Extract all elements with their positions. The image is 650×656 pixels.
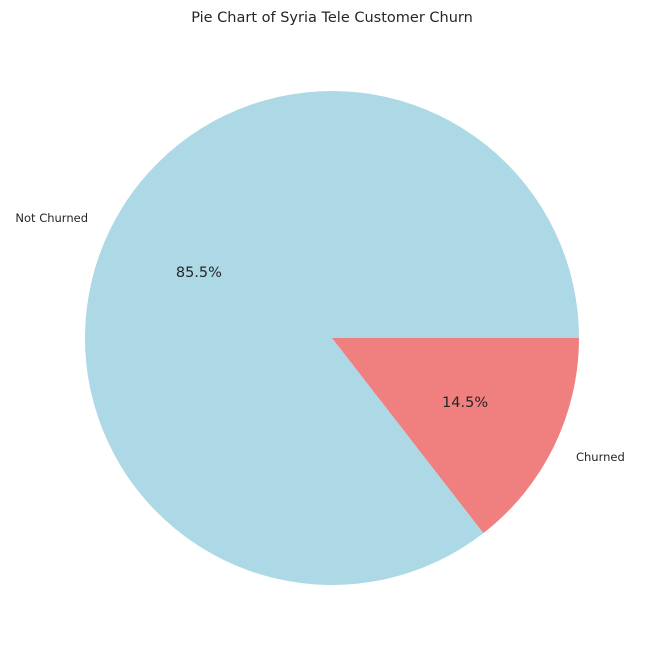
slice-percent-not-churned: 85.5% xyxy=(176,265,222,281)
chart-title: Pie Chart of Syria Tele Customer Churn xyxy=(191,10,473,26)
slice-percent-churned: 14.5% xyxy=(442,395,488,411)
slice-label-not-churned: Not Churned xyxy=(15,211,88,225)
slice-label-churned: Churned xyxy=(576,450,625,464)
pie-slices xyxy=(84,90,579,585)
pie-labels: Not Churned 85.5% Churned 14.5% xyxy=(15,211,624,464)
pie-slice-churned xyxy=(332,338,579,534)
